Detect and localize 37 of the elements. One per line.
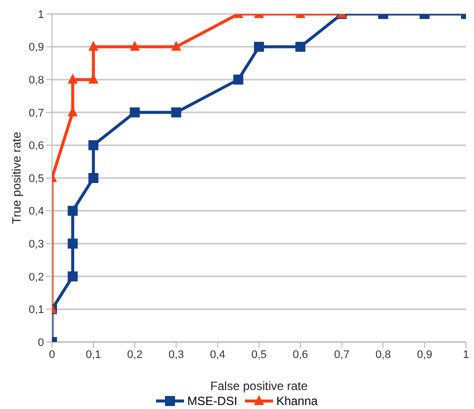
y-tick-label: 0,3	[28, 238, 44, 251]
y-tick-label: 1	[38, 8, 44, 21]
x-tick-label: 0,4	[210, 348, 226, 361]
x-tick-label: 1	[462, 348, 470, 361]
point	[171, 107, 182, 118]
point	[88, 140, 98, 150]
x-tick-label: 0,1	[86, 348, 102, 361]
point	[233, 74, 244, 85]
y-tick-label: 0,7	[28, 107, 44, 120]
x-axis-title: False positive rate	[210, 379, 308, 393]
x-tick-label: 0,2	[127, 348, 142, 361]
point	[68, 206, 78, 216]
legend-label: Khanna	[275, 394, 318, 408]
x-tick-label: 0,9	[416, 348, 432, 361]
legend-label: MSE-DSI	[186, 394, 238, 408]
x-tick-label: 0,6	[292, 348, 308, 361]
y-tick-label: 0,6	[28, 140, 44, 152]
point	[254, 42, 264, 52]
x-tick-label: 0,3	[168, 348, 184, 361]
y-tick-label: 0,5	[28, 172, 44, 185]
point	[68, 74, 78, 84]
x-tick-label: 0,5	[251, 348, 267, 361]
point	[295, 42, 306, 52]
y-tick-label: 0,9	[28, 42, 44, 54]
x-tick-label: 0,8	[376, 348, 391, 361]
x-tick-label: 0,7	[334, 348, 350, 361]
y-axis-title: True positive rate	[9, 132, 24, 224]
y-tick-label: 0,1	[28, 304, 44, 316]
y-tick-label: 0	[38, 336, 44, 349]
point	[130, 107, 140, 118]
y-tick-label: 0,2	[28, 271, 44, 284]
point	[68, 271, 78, 282]
point	[68, 238, 78, 249]
y-tick-label: 0,8	[28, 74, 44, 87]
point	[88, 173, 98, 183]
x-tick-label: 0	[48, 348, 56, 361]
y-tick-label: 0,4	[28, 206, 44, 218]
